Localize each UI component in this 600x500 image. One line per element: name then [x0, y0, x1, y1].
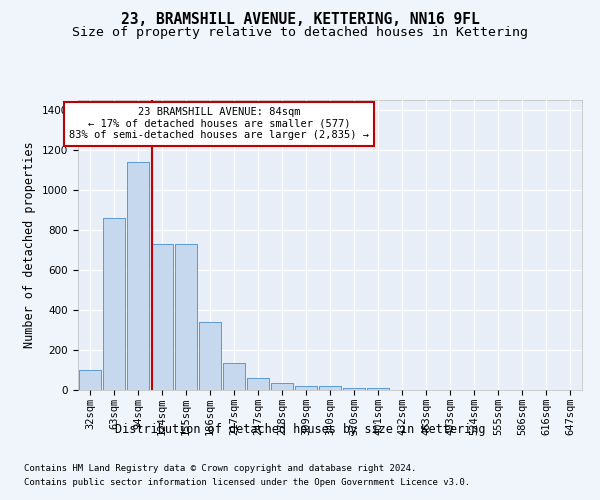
Bar	[151, 244, 173, 390]
Bar	[271, 383, 293, 390]
Bar	[199, 322, 221, 390]
Bar	[343, 388, 365, 390]
Bar	[343, 388, 365, 390]
Bar	[103, 218, 125, 390]
Bar	[319, 386, 341, 390]
Bar	[223, 363, 245, 390]
Bar	[151, 244, 173, 390]
Y-axis label: Number of detached properties: Number of detached properties	[23, 142, 37, 348]
Text: Contains public sector information licensed under the Open Government Licence v3: Contains public sector information licen…	[24, 478, 470, 487]
Bar	[295, 386, 317, 390]
Bar	[175, 244, 197, 390]
Bar	[223, 363, 245, 390]
Text: Size of property relative to detached houses in Kettering: Size of property relative to detached ho…	[72, 26, 528, 39]
Text: Distribution of detached houses by size in Kettering: Distribution of detached houses by size …	[115, 422, 485, 436]
Bar	[199, 322, 221, 390]
Bar	[103, 218, 125, 390]
Bar	[79, 370, 101, 390]
Bar	[367, 388, 389, 390]
Bar	[175, 244, 197, 390]
Bar	[79, 370, 101, 390]
Bar	[367, 388, 389, 390]
Bar	[295, 386, 317, 390]
Bar	[271, 383, 293, 390]
Bar	[247, 378, 269, 390]
Bar	[127, 162, 149, 390]
Bar	[319, 386, 341, 390]
Bar	[127, 162, 149, 390]
Bar	[247, 378, 269, 390]
Text: Contains HM Land Registry data © Crown copyright and database right 2024.: Contains HM Land Registry data © Crown c…	[24, 464, 416, 473]
Text: 23 BRAMSHILL AVENUE: 84sqm
← 17% of detached houses are smaller (577)
83% of sem: 23 BRAMSHILL AVENUE: 84sqm ← 17% of deta…	[69, 108, 369, 140]
Text: 23, BRAMSHILL AVENUE, KETTERING, NN16 9FL: 23, BRAMSHILL AVENUE, KETTERING, NN16 9F…	[121, 12, 479, 28]
